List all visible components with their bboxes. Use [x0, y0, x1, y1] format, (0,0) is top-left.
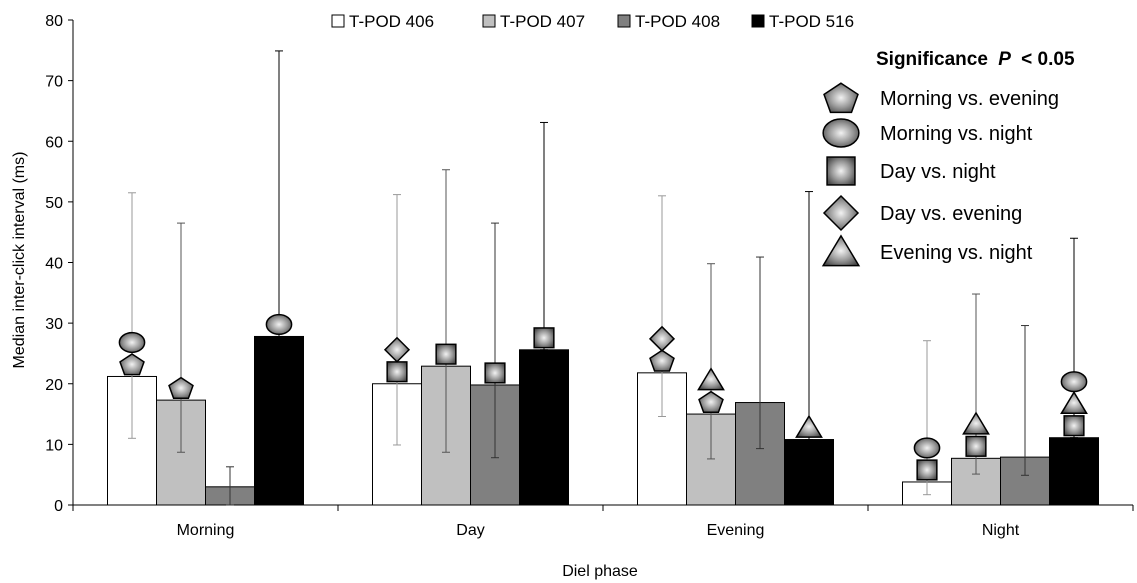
error-bar: [442, 169, 450, 453]
legend-label: T-POD 407: [500, 12, 585, 31]
y-tick-label: 80: [45, 13, 63, 30]
significance-label: Evening vs. night: [880, 242, 1033, 264]
significance-title: Significance P < 0.05: [876, 49, 1075, 70]
y-tick-label: 70: [45, 74, 63, 91]
triangle-marker: [795, 414, 823, 438]
circle-marker: [265, 313, 293, 336]
error-bar: [756, 256, 764, 450]
pentagon-marker: [823, 82, 859, 114]
legend-label: T-POD 516: [769, 12, 854, 31]
circle-marker: [913, 437, 941, 459]
pentagon-marker: [698, 390, 724, 413]
diamond-marker: [648, 325, 676, 352]
significance-label: Day vs. evening: [880, 203, 1022, 225]
legend-swatch: [617, 14, 631, 28]
error-bar: [658, 195, 666, 417]
legend-label: T-POD 406: [349, 12, 434, 31]
y-tick-label: 60: [45, 134, 63, 151]
error-bar: [707, 263, 715, 460]
error-bar: [128, 192, 136, 439]
triangle-marker: [1060, 390, 1088, 415]
square-marker: [965, 435, 987, 457]
y-axis-title: Median inter-click interval (ms): [11, 152, 28, 369]
triangle-marker: [697, 367, 725, 391]
legend-swatch: [331, 14, 345, 28]
y-tick-label: 50: [45, 195, 63, 212]
significance-label: Day vs. night: [880, 161, 996, 183]
triangle-marker: [821, 234, 861, 267]
x-tick-label: Day: [456, 522, 484, 539]
y-tick-label: 30: [45, 316, 63, 333]
error-bar: [275, 50, 283, 337]
bar: [1049, 437, 1099, 506]
bar: [254, 335, 304, 506]
legend-swatch: [751, 14, 765, 28]
legend: T-POD 406 T-POD 407 T-POD 408 T-POD 516: [331, 12, 854, 31]
x-tick-label: Night: [982, 522, 1020, 539]
square-marker: [1063, 415, 1085, 437]
square-marker: [386, 361, 408, 383]
bar: [784, 439, 834, 506]
pentagon-marker: [168, 376, 194, 400]
bar: [519, 349, 569, 506]
error-bar: [1021, 325, 1029, 476]
x-axis-title: Diel phase: [562, 563, 638, 580]
significance-label: Morning vs. night: [880, 123, 1033, 145]
circle-marker: [822, 118, 860, 148]
square-marker: [826, 156, 856, 186]
x-tick-label: Morning: [177, 522, 235, 539]
y-tick-label: 10: [45, 437, 63, 454]
diamond-marker: [383, 336, 411, 363]
error-bar: [540, 121, 548, 351]
y-tick-label: 0: [54, 498, 63, 515]
legend-label: T-POD 408: [635, 12, 720, 31]
triangle-marker: [962, 411, 990, 435]
pentagon-marker: [649, 349, 675, 372]
error-bar: [177, 222, 185, 453]
bars: [107, 335, 1099, 506]
square-marker: [435, 343, 457, 365]
error-bar: [491, 222, 499, 459]
circle-marker: [1060, 371, 1088, 393]
error-bar: [805, 191, 813, 441]
axes: 0 10 20 30 40 50 60 70 80 Morning Day Evening Night: [45, 13, 1134, 539]
significance-markers: [118, 313, 1088, 481]
square-marker: [533, 327, 555, 349]
pentagon-marker: [119, 353, 145, 376]
significance-legend: Significance P < 0.05 Morning vs. evenin…: [821, 49, 1075, 267]
y-tick-label: 20: [45, 377, 63, 394]
error-bar: [393, 194, 401, 446]
error-bar: [226, 466, 234, 506]
square-marker: [916, 459, 938, 481]
legend-swatch: [482, 14, 496, 28]
x-tick-label: Evening: [707, 522, 765, 539]
circle-marker: [118, 331, 146, 354]
square-marker: [484, 362, 506, 384]
significance-label: Morning vs. evening: [880, 88, 1059, 110]
diamond-marker: [822, 194, 860, 232]
y-tick-label: 40: [45, 256, 63, 273]
